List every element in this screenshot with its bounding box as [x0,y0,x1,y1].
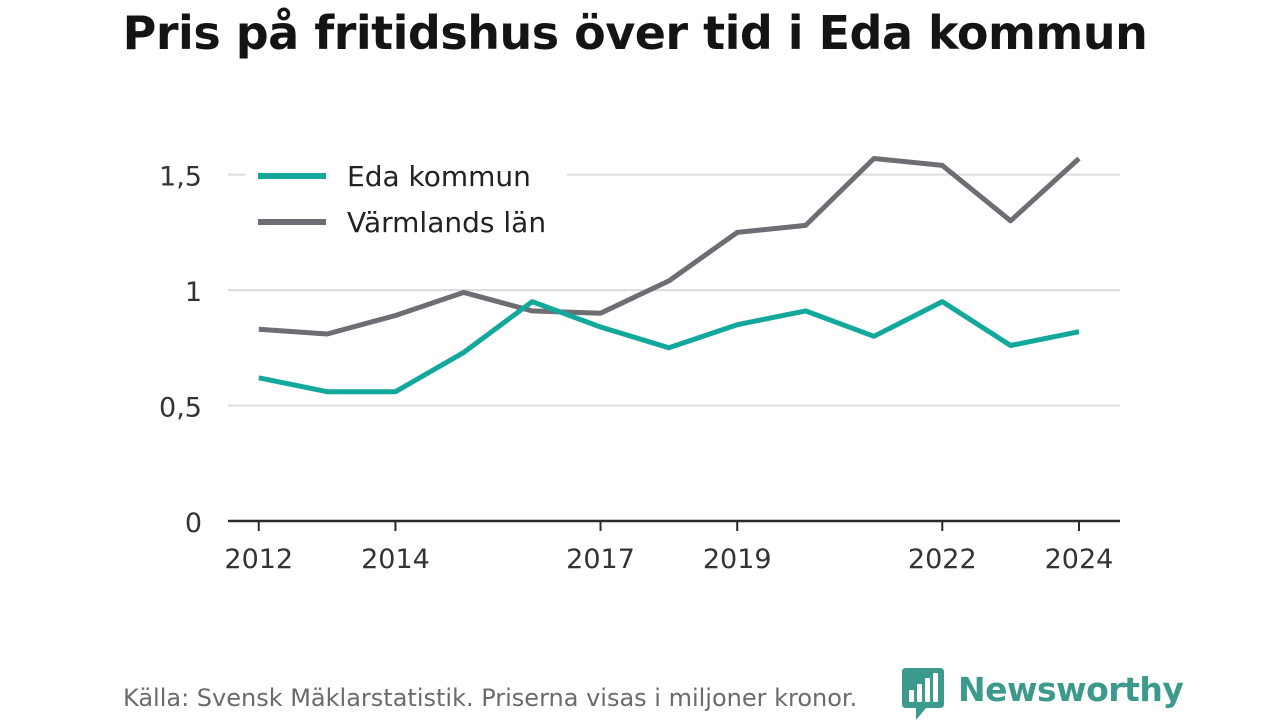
x-tick-label: 2024 [1045,544,1114,575]
legend-label: Eda kommun [347,160,531,193]
series-line-varmlands-lan [258,156,1081,337]
x-tick-label: 2014 [361,544,430,575]
axes: 0 0,5 1 1,5 2012 2014 2017 2019 2022 2024 [159,162,1120,575]
legend-label: Värmlands län [347,206,546,239]
brand-logo: Newsworthy [902,668,1184,720]
legend-background [245,150,567,246]
chart-title: Pris på fritidshus över tid i Eda kommun [122,6,1148,60]
y-tick-label: 0,5 [159,393,202,424]
x-tick-label: 2022 [908,544,977,575]
x-tick-label: 2012 [224,544,293,575]
x-tick-label: 2017 [566,544,635,575]
source-note: Källa: Svensk Mäklarstatistik. Priserna … [123,684,858,712]
legend: Eda kommun Värmlands län [245,150,567,246]
y-tick-label: 1 [185,277,202,308]
y-tick-label: 0 [185,508,202,539]
series-lines [258,156,1081,395]
brand-name: Newsworthy [958,670,1184,709]
x-tick-label: 2019 [703,544,772,575]
y-tick-label: 1,5 [159,162,202,193]
series-line-eda-kommun [258,299,1080,395]
newsworthy-logo-icon [902,668,944,720]
